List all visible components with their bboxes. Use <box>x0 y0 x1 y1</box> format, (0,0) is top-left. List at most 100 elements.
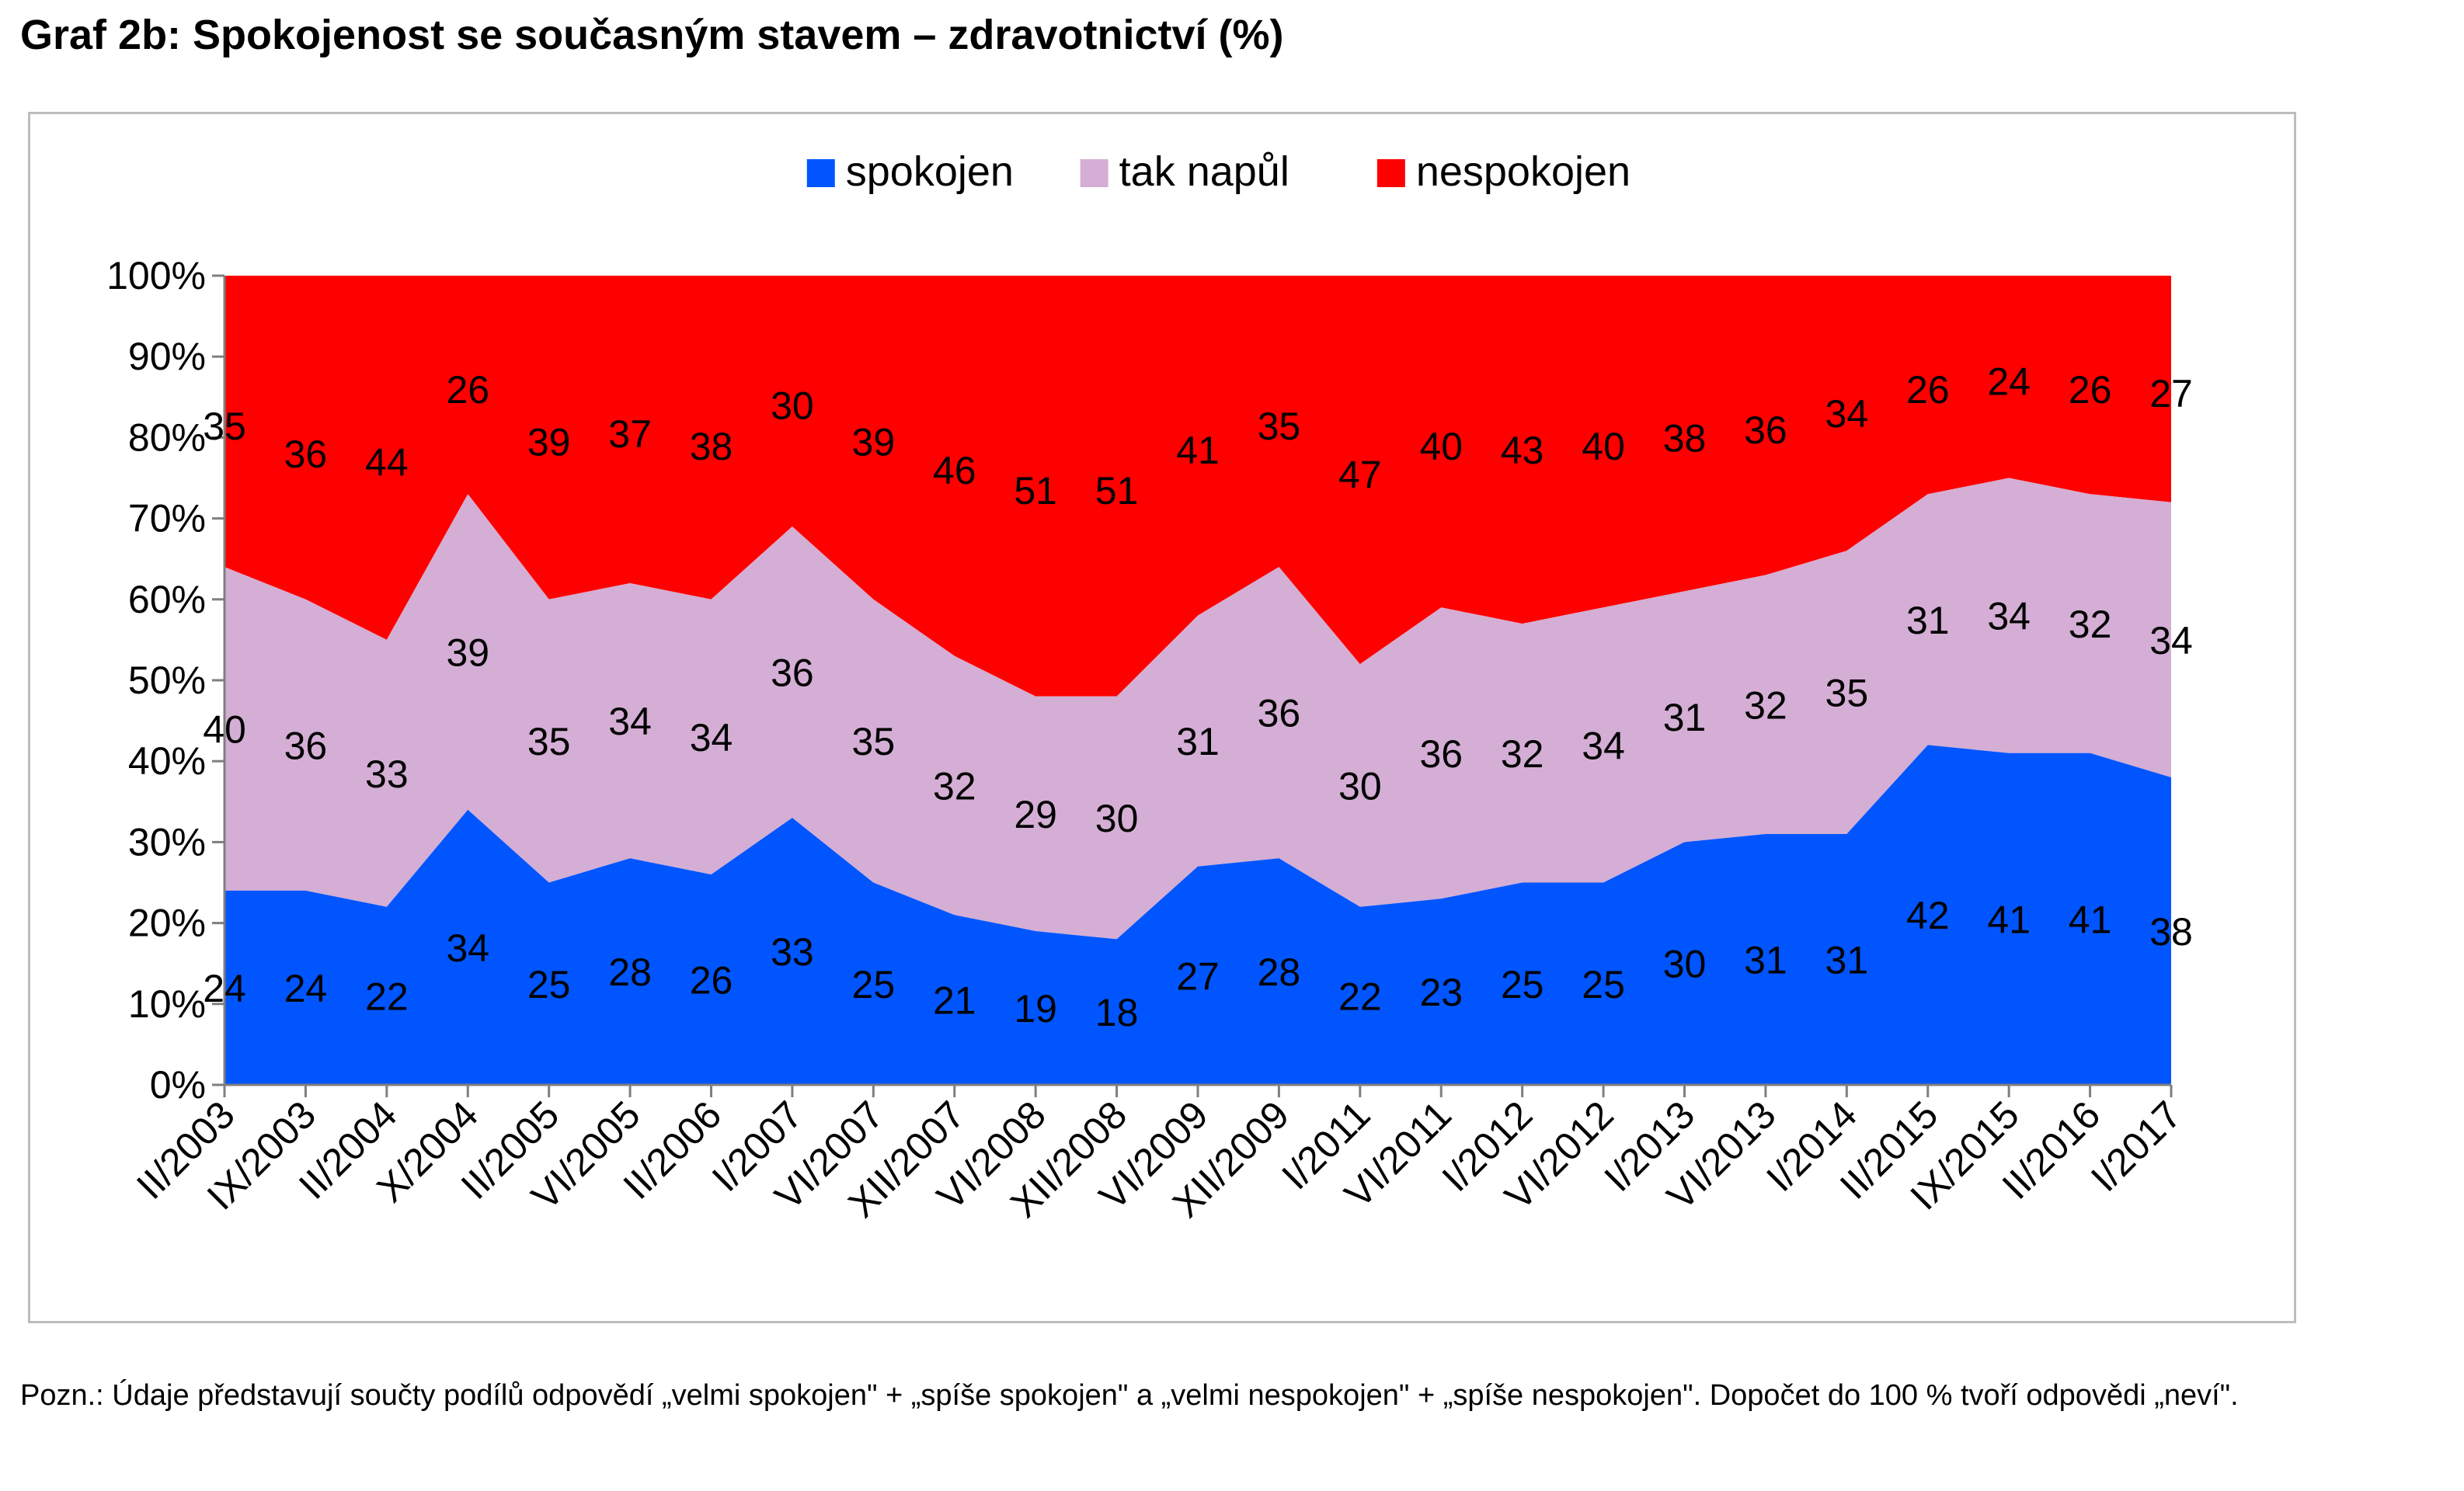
data-label: 38 <box>1663 416 1707 460</box>
area-nespokojen <box>224 276 2171 697</box>
data-label: 34 <box>1825 392 1869 436</box>
y-tick-label: 70% <box>128 497 206 540</box>
data-label: 33 <box>771 930 814 974</box>
data-label: 34 <box>2149 619 2193 662</box>
data-label: 40 <box>203 708 246 752</box>
data-label: 39 <box>446 631 489 675</box>
data-label: 35 <box>527 720 571 763</box>
legend-label-nespokojen: nespokojen <box>1416 148 1630 195</box>
data-label: 32 <box>1501 732 1544 776</box>
data-label: 38 <box>2149 910 2193 954</box>
data-label: 35 <box>1258 405 1301 448</box>
page-title: Graf 2b: Spokojenost se současným stavem… <box>20 12 1284 58</box>
data-label: 36 <box>1419 732 1463 776</box>
data-label: 40 <box>1582 425 1625 468</box>
area-spokojen <box>224 745 2171 1085</box>
legend-label-spokojen: spokojen <box>846 148 1014 195</box>
data-label: 25 <box>1582 963 1625 1006</box>
data-label: 30 <box>1663 943 1707 986</box>
data-label: 29 <box>1014 793 1057 836</box>
data-label: 31 <box>1744 938 1787 982</box>
data-label: 25 <box>852 963 896 1006</box>
data-label: 43 <box>1501 429 1544 472</box>
data-label: 26 <box>446 368 489 412</box>
data-label: 41 <box>1176 429 1220 472</box>
y-tick-label: 0% <box>150 1063 206 1107</box>
data-label: 34 <box>608 700 652 743</box>
chart-frame: 0% 10% 20% 30% 40% 50% 60% 70% 80% 90% 100% II/2003… <box>28 112 2296 1323</box>
y-tick-label: 90% <box>128 335 206 378</box>
data-label: 31 <box>1825 938 1869 982</box>
data-label: 35 <box>203 405 246 448</box>
data-label: 37 <box>608 412 652 456</box>
data-label-layer: 24 24 22 34 25 28 26 33 25 21 19 18 27 28 22 23 25 25 30 31… <box>203 360 2193 1034</box>
y-tick-label: 60% <box>128 578 206 621</box>
data-label: 30 <box>1095 797 1139 840</box>
data-label: 35 <box>1825 672 1869 715</box>
data-label: 34 <box>446 926 489 970</box>
data-label: 18 <box>1095 991 1139 1034</box>
legend-swatch-tak-napůl <box>1080 159 1108 187</box>
data-label: 51 <box>1095 469 1139 513</box>
data-label: 24 <box>203 967 246 1010</box>
data-label: 36 <box>284 724 328 767</box>
data-label: 28 <box>608 951 652 994</box>
data-label: 36 <box>284 433 328 476</box>
data-label: 34 <box>1987 595 2031 638</box>
y-tick-label: 40% <box>128 739 206 783</box>
data-label: 42 <box>1906 894 1950 937</box>
data-label: 36 <box>1258 692 1301 735</box>
footnote: Pozn.: Údaje představují součty podílů o… <box>20 1379 2239 1412</box>
legend-swatch-spokojen <box>806 159 835 187</box>
data-label: 46 <box>933 449 976 492</box>
area-layer <box>224 276 2171 1085</box>
data-label: 30 <box>1338 764 1382 808</box>
data-label: 36 <box>1744 408 1787 452</box>
data-label: 39 <box>527 421 571 464</box>
data-label: 19 <box>1014 987 1057 1030</box>
data-label: 44 <box>365 441 409 485</box>
data-label: 26 <box>1906 368 1950 412</box>
data-label: 27 <box>2149 372 2193 415</box>
data-label: 27 <box>1176 954 1220 998</box>
data-label: 35 <box>852 720 896 763</box>
data-label: 32 <box>933 764 976 808</box>
data-label: 32 <box>1744 683 1787 727</box>
data-label: 38 <box>690 425 733 468</box>
data-label: 39 <box>852 421 896 464</box>
legend-label-tak-napůl: tak napůl <box>1119 148 1289 195</box>
data-label: 23 <box>1419 971 1463 1014</box>
data-label: 32 <box>2069 603 2112 646</box>
data-label: 21 <box>933 979 976 1023</box>
area-tak-napůl <box>224 478 2171 940</box>
area-chart: 0%10%20%30%40%50%60%70%80%90%100%II/2003… <box>106 148 2193 1225</box>
data-label: 33 <box>365 752 409 796</box>
data-label: 26 <box>690 959 733 1003</box>
y-tick-label: 20% <box>128 902 206 945</box>
data-label: 31 <box>1663 696 1707 739</box>
legend-swatch-nespokojen <box>1376 159 1405 187</box>
data-label: 34 <box>690 716 733 759</box>
data-label: 31 <box>1906 599 1950 642</box>
data-label: 24 <box>1987 360 2031 403</box>
data-label: 51 <box>1014 469 1057 513</box>
data-label: 24 <box>284 967 328 1010</box>
legend: spokojen tak napůl nespokojen <box>806 148 1630 195</box>
y-tick-label: 10% <box>128 982 206 1026</box>
data-label: 26 <box>2069 368 2112 412</box>
data-label: 41 <box>1987 898 2031 941</box>
data-label: 25 <box>1501 963 1544 1006</box>
data-label: 25 <box>527 963 571 1006</box>
data-label: 30 <box>771 384 814 428</box>
x-tick-label: I/2017 <box>2083 1093 2190 1200</box>
data-label: 47 <box>1338 453 1382 496</box>
data-label: 31 <box>1176 720 1220 763</box>
y-tick-label: 50% <box>128 659 206 702</box>
data-label: 22 <box>365 975 409 1018</box>
data-label: 22 <box>1338 975 1382 1018</box>
data-label: 36 <box>771 652 814 695</box>
data-label: 40 <box>1419 425 1463 468</box>
data-label: 28 <box>1258 951 1301 994</box>
y-tick-label: 30% <box>128 820 206 864</box>
y-tick-label: 100% <box>106 254 206 297</box>
